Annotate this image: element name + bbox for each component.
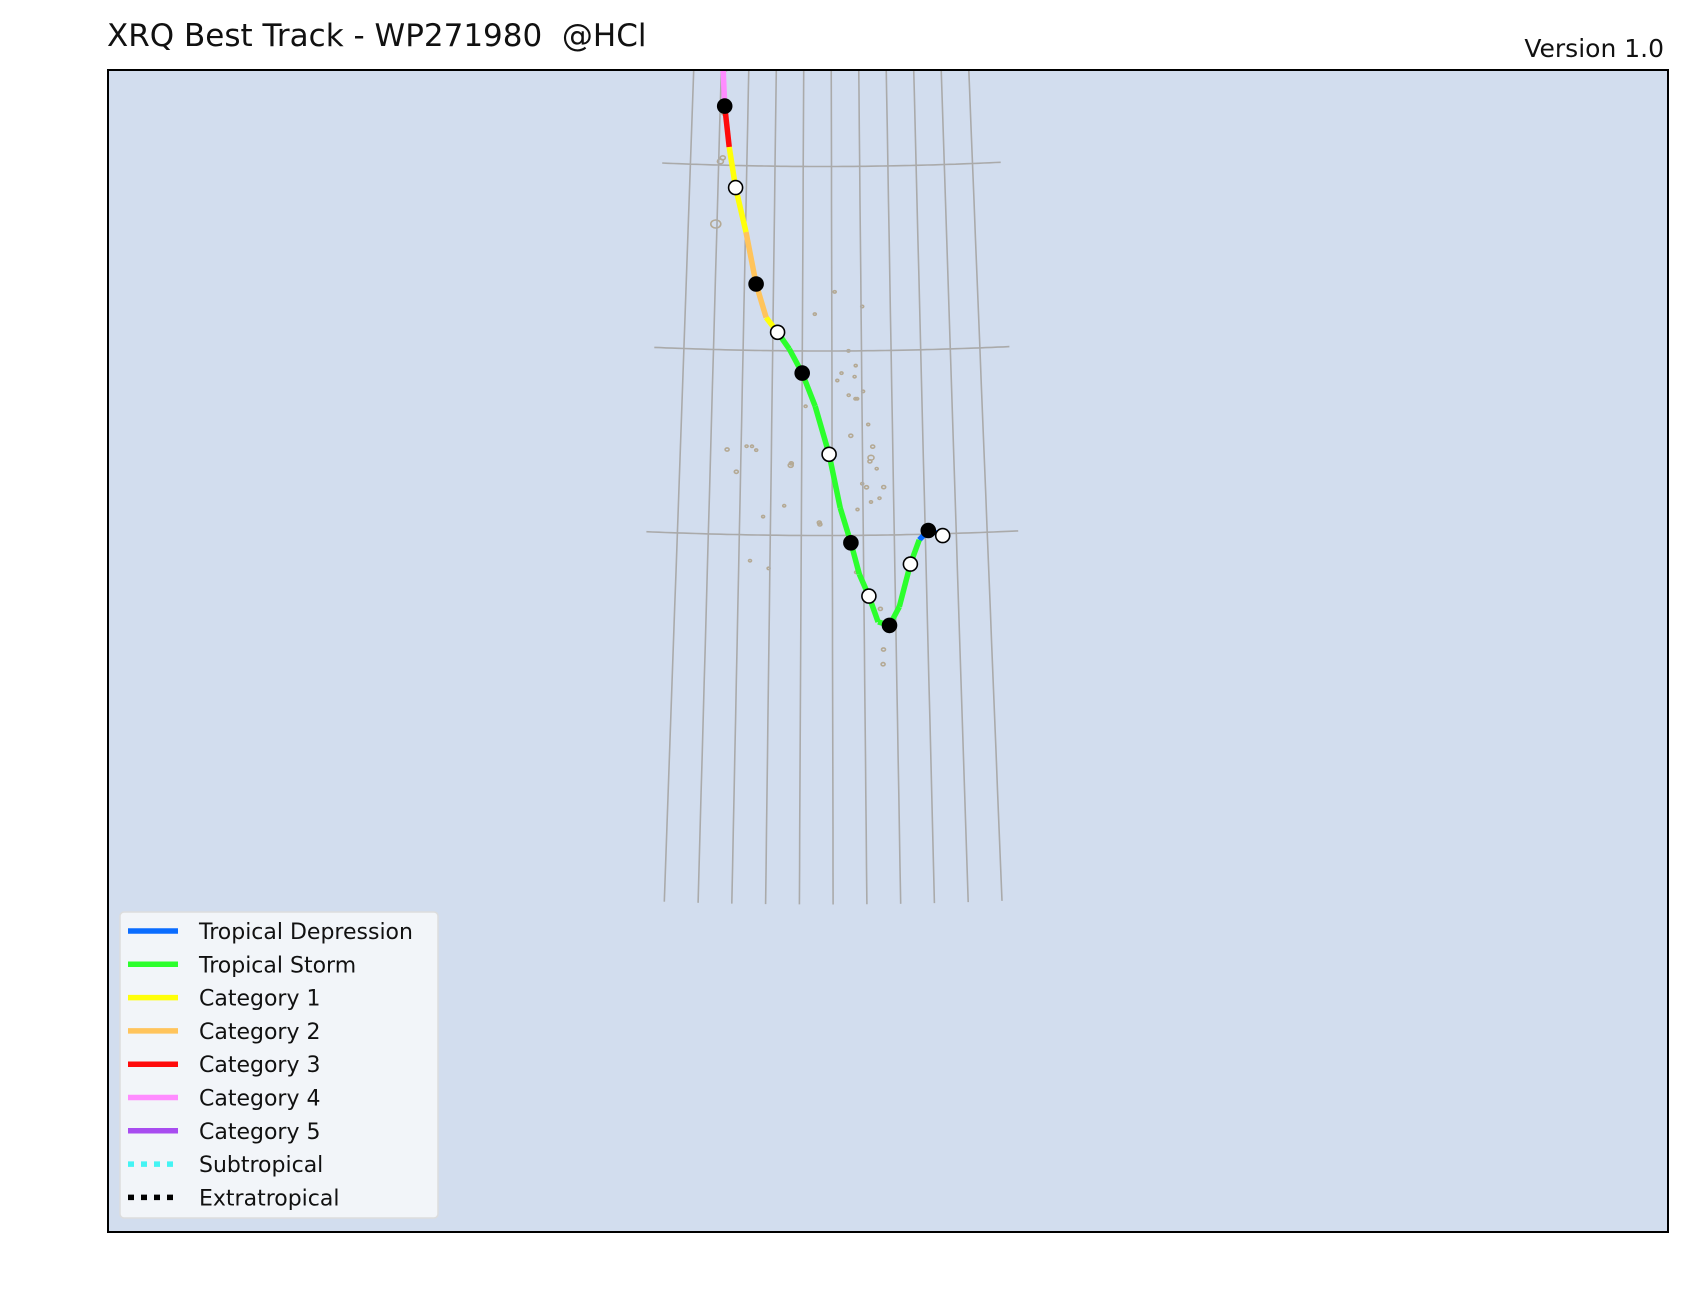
track-segment (723, 0, 726, 10)
island (747, 558, 753, 563)
track-point-open (821, 446, 837, 463)
island (880, 647, 887, 652)
track-point-open (861, 588, 877, 604)
legend-label: Tropical Depression (198, 920, 413, 945)
island (868, 499, 874, 504)
legend-box (119, 911, 439, 1219)
legend-label: Category 3 (199, 1053, 320, 1078)
island (812, 312, 818, 317)
island (865, 422, 871, 427)
island (803, 404, 808, 409)
island (818, 47, 821, 49)
island (846, 393, 852, 398)
island (760, 514, 766, 519)
track-segment (743, 231, 759, 285)
legend-label: Category 5 (199, 1120, 320, 1145)
meridian-line (764, 70, 778, 905)
island (733, 469, 740, 475)
track-point-filled (881, 617, 898, 634)
island (781, 503, 787, 508)
meridian-line (731, 70, 750, 904)
meridian-line (663, 70, 695, 902)
island (753, 448, 759, 453)
legend-label: Extratropical (199, 1186, 340, 1211)
island (749, 444, 755, 449)
island (880, 484, 887, 490)
island (832, 289, 838, 294)
island (852, 374, 857, 379)
track-markers (716, 3, 951, 634)
legend: Tropical Depression Tropical Storm Categor… (119, 911, 439, 1219)
version-label: Version 1.0 (1524, 34, 1664, 63)
map-frame (107, 69, 1669, 1233)
island (816, 520, 823, 526)
island (724, 447, 730, 452)
island (724, 23, 728, 26)
track-point-filled (716, 98, 733, 114)
island (869, 444, 876, 450)
track-point-filled (794, 365, 811, 381)
legend-label: Subtropical (199, 1153, 323, 1178)
legend-label: Category 1 (199, 987, 320, 1012)
island (867, 458, 873, 464)
legend-label: Category 4 (199, 1087, 320, 1112)
island (877, 606, 884, 612)
track-point-open (716, 3, 730, 17)
meridian-line (857, 70, 868, 905)
island (724, 49, 728, 52)
track-point-open (727, 179, 744, 196)
island (855, 507, 860, 512)
track-segment (812, 405, 832, 456)
graticule (646, 70, 1019, 905)
map-title: XRQ Best Track - WP271980 @HCl (107, 18, 647, 54)
island (877, 496, 882, 501)
track-segment (720, 70, 728, 107)
island (853, 363, 859, 368)
meridian-line (912, 70, 936, 904)
island (839, 371, 844, 376)
island (719, 155, 727, 161)
legend-label: Tropical Storm (198, 953, 356, 978)
island (709, 219, 722, 229)
island (838, 7, 841, 9)
track-point-open (902, 556, 919, 572)
meridian-line (798, 70, 805, 905)
track-point-open (769, 324, 786, 341)
meridian-line (940, 70, 969, 903)
island (854, 396, 860, 401)
land-islands (709, 7, 887, 667)
track-point-open (934, 527, 951, 544)
track-point-filled (920, 522, 937, 539)
island (744, 444, 749, 449)
island (874, 466, 880, 471)
meridian-line (967, 70, 1003, 901)
island (834, 378, 840, 383)
track-point-filled (843, 534, 859, 551)
legend-label: Category 2 (199, 1020, 320, 1045)
island (847, 433, 854, 439)
meridian-line (830, 70, 834, 905)
track-segment (826, 453, 843, 509)
island (788, 460, 795, 466)
track-point-filled (748, 276, 764, 292)
island (880, 661, 886, 667)
island (863, 484, 870, 490)
